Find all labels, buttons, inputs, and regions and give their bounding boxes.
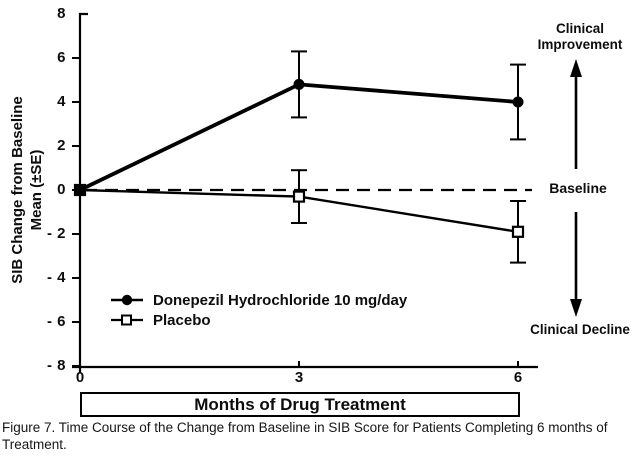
annotation-baseline: Baseline — [549, 180, 607, 196]
y-axis-label-line1: SIB Change from Baseline — [9, 96, 26, 284]
figure-caption: Figure 7. Time Course of the Change from… — [2, 420, 608, 452]
marker-open-square — [292, 190, 306, 203]
y-axis-label-line2: Mean (±SE) — [28, 149, 45, 231]
x-axis-label-box: Months of Drug Treatment — [80, 392, 520, 417]
x-axis-label: Months of Drug Treatment — [194, 395, 406, 414]
decline-arrow-icon — [570, 212, 582, 317]
marker-filled-circle — [74, 184, 86, 196]
marker-filled-circle — [293, 78, 305, 90]
marker-open-square — [511, 225, 525, 238]
legend: Donepezil Hydrochloride 10 mg/day Placeb… — [110, 290, 407, 330]
improvement-arrow-icon — [570, 59, 582, 169]
y-axis-label: SIB Change from Baseline Mean (±SE) — [8, 0, 48, 381]
legend-label-donepezil: Donepezil Hydrochloride 10 mg/day — [153, 291, 408, 309]
annotation-clinical-decline: Clinical Decline — [530, 322, 630, 337]
legend-label-placebo: Placebo — [153, 311, 211, 329]
open-square-marker-icon — [111, 314, 143, 326]
y-axis — [78, 12, 88, 373]
filled-circle-marker-icon — [111, 294, 143, 306]
legend-item-donepezil: Donepezil Hydrochloride 10 mg/day — [110, 290, 407, 310]
marker-filled-circle — [512, 96, 524, 108]
annotation-clinical-improvement: Clinical Improvement — [537, 21, 623, 52]
legend-item-placebo: Placebo — [110, 310, 407, 330]
